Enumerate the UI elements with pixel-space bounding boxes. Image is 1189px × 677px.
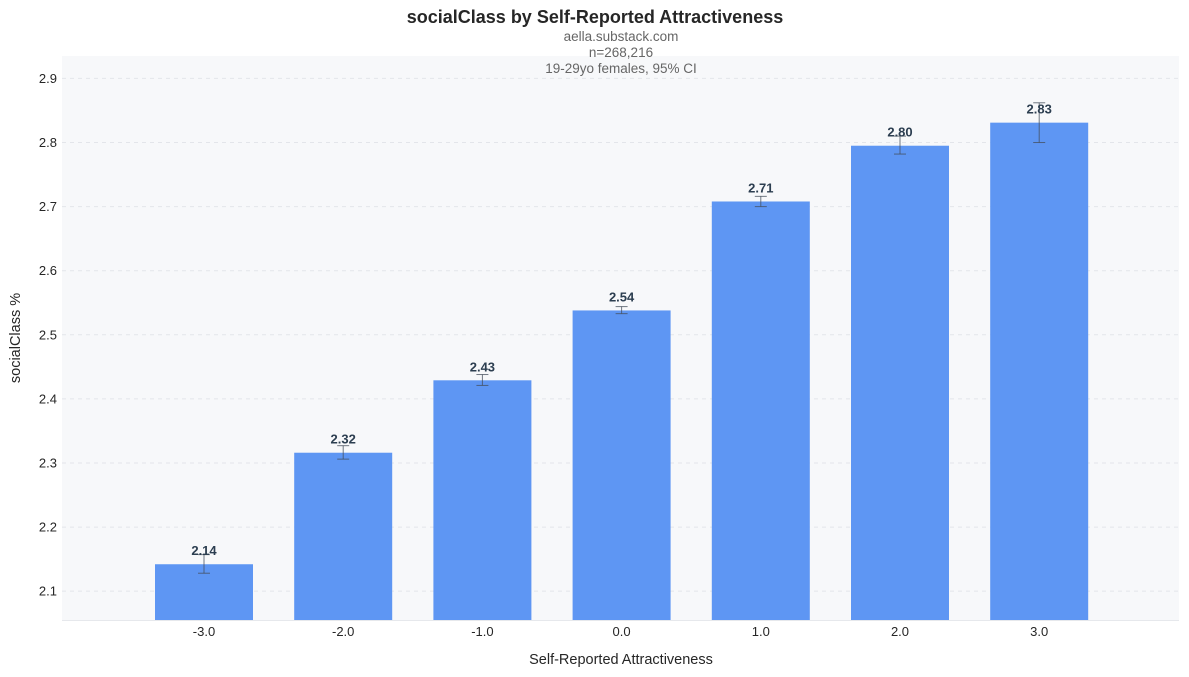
y-tick-label: 2.6 (39, 263, 57, 278)
bar-value-label: 2.80 (887, 125, 912, 140)
x-tick-label: 3.0 (1030, 624, 1048, 639)
y-tick-label: 2.7 (39, 199, 57, 214)
y-tick-label: 2.5 (39, 327, 57, 342)
x-tick-label: -2.0 (332, 624, 354, 639)
chart-title: socialClass by Self-Reported Attractiven… (407, 7, 783, 27)
x-axis-ticks: -3.0 -2.0 -1.0 0.0 1.0 2.0 3.0 (193, 624, 1048, 639)
bar-value-labels: 2.14 2.32 2.43 2.54 2.71 2.80 2.83 (191, 102, 1052, 559)
bar (851, 145, 949, 620)
bar-value-label: 2.43 (470, 359, 495, 374)
bars (155, 122, 1089, 621)
x-tick-label: 2.0 (891, 624, 909, 639)
bar (433, 380, 532, 620)
bar-value-label: 2.32 (331, 432, 356, 447)
error-bars (198, 102, 1046, 574)
chart-subtitle-sample-size: n=268,216 (589, 45, 653, 60)
y-axis-label: socialClass % (8, 293, 24, 383)
error-bar (754, 195, 767, 208)
y-tick-label: 2.3 (39, 455, 57, 470)
x-tick-label: 0.0 (613, 624, 631, 639)
y-tick-label: 2.9 (39, 71, 57, 86)
bar-value-label: 2.71 (748, 180, 773, 195)
error-bar (198, 554, 210, 574)
y-tick-label: 2.1 (39, 584, 57, 599)
chart-subtitle-note: 19-29yo females, 95% CI (545, 61, 697, 76)
y-axis-ticks: 2.1 2.2 2.3 2.4 2.5 2.6 2.7 2.8 2.9 (39, 71, 57, 599)
error-bar (894, 135, 906, 155)
y-tick-label: 2.4 (39, 391, 57, 406)
y-tick-label: 2.8 (39, 135, 57, 150)
x-tick-label: 1.0 (752, 624, 770, 639)
bar-value-label: 2.14 (191, 543, 217, 558)
error-bar (337, 445, 350, 460)
bar (294, 452, 393, 620)
chart-subtitle-source: aella.substack.com (564, 29, 679, 44)
error-bar (476, 374, 489, 386)
x-axis-label: Self-Reported Attractiveness (529, 652, 713, 668)
bar-value-label: 2.54 (609, 289, 635, 304)
bar-value-label: 2.83 (1027, 102, 1052, 117)
bar (572, 310, 671, 620)
error-bar (615, 306, 628, 315)
x-tick-label: -1.0 (471, 624, 493, 639)
bar (711, 201, 810, 620)
error-bar (1033, 102, 1046, 144)
y-tick-label: 2.2 (39, 520, 57, 535)
x-tick-label: -3.0 (193, 624, 215, 639)
bar (990, 122, 1089, 621)
